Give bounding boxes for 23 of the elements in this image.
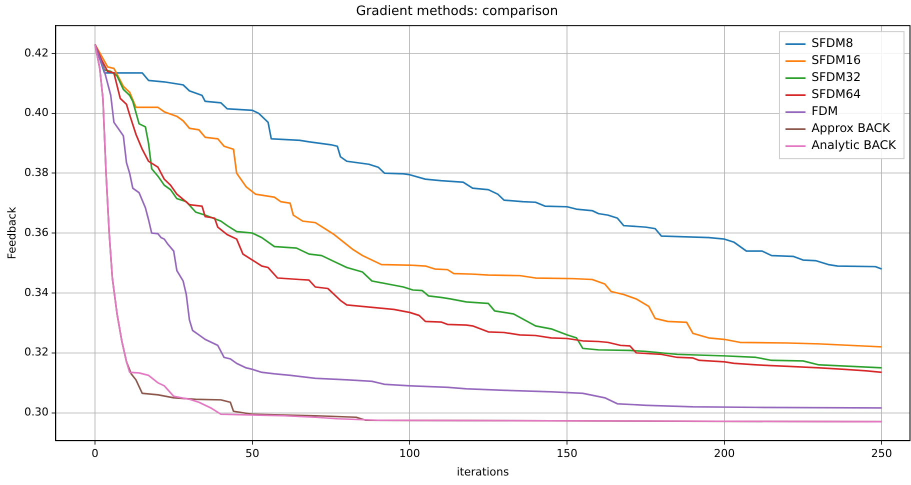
y-axis-title: Feedback: [5, 206, 18, 260]
y-tick-label: 0.36: [24, 226, 49, 239]
x-tick-label: 250: [871, 447, 892, 460]
y-tick-label: 0.32: [24, 346, 49, 359]
legend-label: Analytic BACK: [811, 138, 898, 152]
y-tick-label: 0.42: [24, 46, 49, 60]
legend-label: SFDM32: [811, 70, 861, 84]
legend-label: SFDM64: [811, 87, 861, 102]
legend-label: SFDM8: [811, 36, 854, 50]
x-tick-label: 50: [245, 447, 260, 460]
legend-label: Approx BACK: [811, 121, 892, 136]
x-tick-label: 150: [556, 447, 578, 460]
y-tick-label: 0.30: [24, 406, 49, 419]
y-tick-label: 0.40: [24, 106, 49, 120]
y-tick-label: 0.38: [24, 166, 49, 180]
y-tick-label: 0.34: [24, 286, 49, 299]
x-tick-label: 200: [714, 447, 735, 460]
chart-title: Gradient methods: comparison: [356, 4, 558, 20]
legend-label: FDM: [811, 104, 838, 118]
x-axis-title: iterations: [456, 465, 510, 478]
legend-label: SFDM16: [811, 53, 861, 68]
x-tick-label: 0: [92, 447, 99, 460]
x-tick-label: 100: [399, 447, 420, 460]
